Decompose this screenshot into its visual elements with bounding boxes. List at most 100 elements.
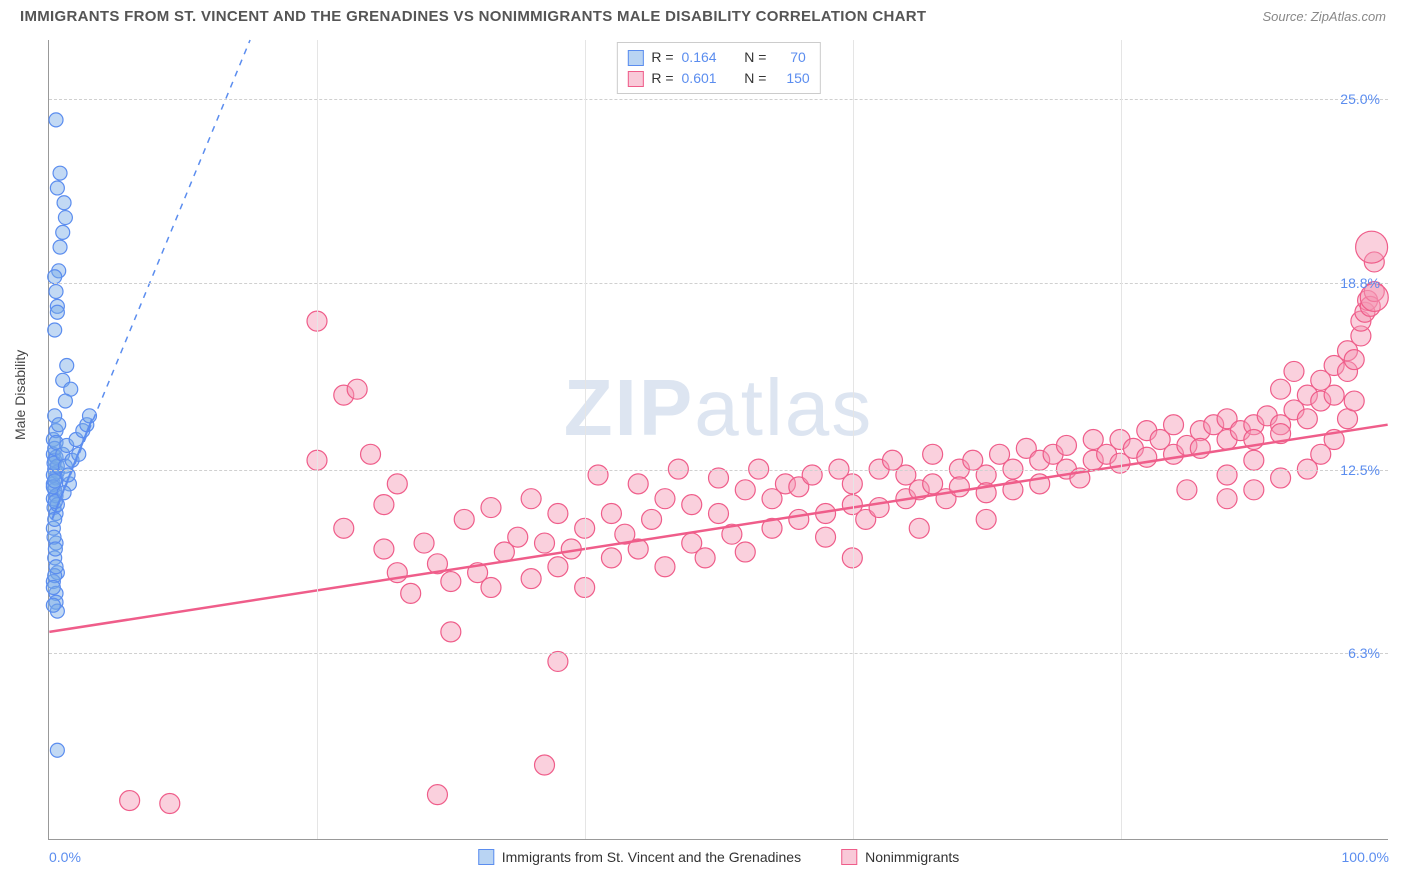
r-label-1: R = <box>651 68 673 89</box>
data-point <box>347 379 367 399</box>
legend-item-nonimmigrants: Nonimmigrants <box>841 849 959 865</box>
r-label-0: R = <box>651 47 673 68</box>
data-point <box>46 580 60 594</box>
trend-line <box>49 425 1387 632</box>
data-point <box>52 418 66 432</box>
legend-item-immigrants: Immigrants from St. Vincent and the Gren… <box>478 849 801 865</box>
data-point <box>1284 361 1304 381</box>
data-point <box>709 468 729 488</box>
data-point <box>481 577 501 597</box>
data-point <box>976 509 996 529</box>
swatch-immigrants <box>627 50 643 66</box>
data-point <box>160 794 180 814</box>
chart-title: IMMIGRANTS FROM ST. VINCENT AND THE GREN… <box>20 8 926 25</box>
data-point <box>374 495 394 515</box>
legend-row-nonimmigrants: R = 0.601 N = 150 <box>627 68 809 89</box>
data-point <box>1177 480 1197 500</box>
gridline-v <box>585 40 586 839</box>
data-point <box>1217 489 1237 509</box>
data-point <box>628 474 648 494</box>
data-point <box>56 225 70 239</box>
data-point <box>53 166 67 180</box>
data-point <box>481 498 501 518</box>
data-point <box>1244 450 1264 470</box>
legend-row-immigrants: R = 0.164 N = 70 <box>627 47 809 68</box>
data-point <box>1217 465 1237 485</box>
data-point <box>869 498 889 518</box>
data-point <box>1324 385 1344 405</box>
ytick-label: 12.5% <box>1340 462 1380 478</box>
data-point <box>535 755 555 775</box>
data-point <box>909 518 929 538</box>
legend-series: Immigrants from St. Vincent and the Gren… <box>478 849 959 865</box>
xtick-label: 100.0% <box>1342 849 1389 865</box>
n-value-1: 150 <box>786 68 809 89</box>
scatter-svg <box>49 40 1388 839</box>
data-point <box>802 465 822 485</box>
data-point <box>48 542 62 556</box>
data-point <box>642 509 662 529</box>
ytick-label: 25.0% <box>1340 91 1380 107</box>
data-point <box>1356 231 1388 263</box>
data-point <box>655 489 675 509</box>
data-point <box>46 598 60 612</box>
data-point <box>58 211 72 225</box>
gridline-h <box>49 283 1388 284</box>
data-point <box>601 548 621 568</box>
r-value-0: 0.164 <box>682 47 717 68</box>
data-point <box>120 791 140 811</box>
data-point <box>548 557 568 577</box>
data-point <box>58 394 72 408</box>
data-point <box>50 305 64 319</box>
data-point <box>709 503 729 523</box>
data-point <box>48 270 62 284</box>
data-point <box>735 542 755 562</box>
data-point <box>508 527 528 547</box>
data-point <box>588 465 608 485</box>
data-point <box>1338 409 1358 429</box>
data-point <box>387 474 407 494</box>
data-point <box>374 539 394 559</box>
data-point <box>735 480 755 500</box>
n-value-0: 70 <box>790 47 806 68</box>
data-point <box>521 489 541 509</box>
data-point <box>441 572 461 592</box>
gridline-h <box>49 653 1388 654</box>
xtick-label: 0.0% <box>49 849 81 865</box>
ytick-label: 6.3% <box>1348 645 1380 661</box>
n-label-0: N = <box>744 47 766 68</box>
data-point <box>682 495 702 515</box>
data-point <box>923 444 943 464</box>
swatch-immigrants-b <box>478 849 494 865</box>
data-point <box>427 785 447 805</box>
data-point <box>949 477 969 497</box>
ytick-label: 18.8% <box>1340 275 1380 291</box>
legend-label-nonimmigrants: Nonimmigrants <box>865 849 959 865</box>
data-point <box>521 569 541 589</box>
gridline-h <box>49 470 1388 471</box>
data-point <box>1164 415 1184 435</box>
data-point <box>48 323 62 337</box>
data-point <box>1271 379 1291 399</box>
data-point <box>695 548 715 568</box>
data-point <box>60 359 74 373</box>
data-point <box>601 503 621 523</box>
data-point <box>401 583 421 603</box>
data-point <box>414 533 434 553</box>
chart-plot-area: ZIPatlas R = 0.164 N = 70 R = 0.601 N = … <box>48 40 1388 840</box>
gridline-v <box>1121 40 1122 839</box>
data-point <box>1056 435 1076 455</box>
legend-label-immigrants: Immigrants from St. Vincent and the Gren… <box>502 849 801 865</box>
gridline-v <box>853 40 854 839</box>
data-point <box>334 518 354 538</box>
swatch-nonimmigrants <box>627 71 643 87</box>
data-point <box>361 444 381 464</box>
data-point <box>1344 350 1364 370</box>
source-attribution: Source: ZipAtlas.com <box>1262 9 1386 24</box>
r-value-1: 0.601 <box>682 68 717 89</box>
data-point <box>49 285 63 299</box>
data-point <box>976 465 996 485</box>
data-point <box>48 474 62 488</box>
data-point <box>548 503 568 523</box>
data-point <box>53 240 67 254</box>
